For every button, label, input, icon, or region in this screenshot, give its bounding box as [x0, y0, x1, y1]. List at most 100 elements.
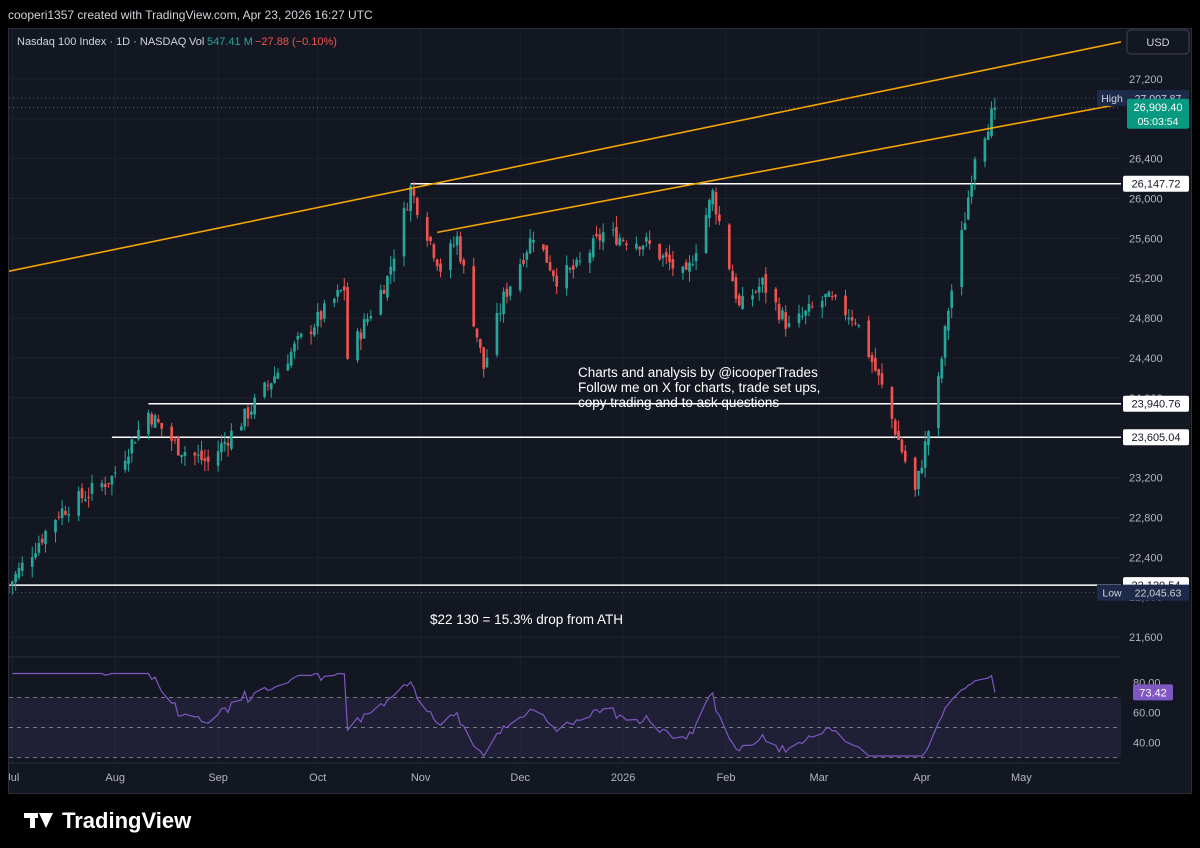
candle[interactable]	[734, 273, 738, 304]
candle[interactable]	[339, 289, 343, 293]
candle[interactable]	[176, 435, 180, 457]
candle[interactable]	[591, 234, 595, 261]
candle[interactable]	[874, 347, 877, 373]
candle[interactable]	[777, 297, 781, 324]
candle[interactable]	[137, 420, 140, 441]
candle[interactable]	[621, 237, 625, 243]
candle[interactable]	[432, 242, 436, 262]
candle[interactable]	[299, 332, 303, 340]
candle[interactable]	[857, 324, 861, 329]
candle[interactable]	[718, 206, 721, 226]
candle[interactable]	[615, 216, 618, 246]
candle[interactable]	[90, 474, 94, 501]
candle[interactable]	[67, 506, 71, 523]
candle[interactable]	[123, 450, 127, 473]
candle[interactable]	[966, 190, 970, 221]
candle[interactable]	[774, 286, 778, 311]
candle[interactable]	[528, 228, 532, 255]
candle[interactable]	[575, 257, 578, 269]
candle[interactable]	[688, 255, 691, 282]
candle[interactable]	[754, 289, 758, 294]
candle[interactable]	[807, 295, 811, 317]
candle[interactable]	[253, 393, 256, 420]
candle[interactable]	[84, 491, 87, 503]
candle[interactable]	[356, 328, 359, 363]
candle[interactable]	[429, 235, 432, 246]
candle[interactable]	[638, 245, 642, 256]
candle[interactable]	[246, 404, 250, 427]
candle[interactable]	[751, 288, 754, 307]
candle[interactable]	[960, 221, 963, 296]
note-line-3[interactable]: copy trading and to ask questions	[578, 395, 779, 410]
candle[interactable]	[797, 304, 801, 328]
candle[interactable]	[870, 352, 874, 373]
candle[interactable]	[641, 244, 645, 257]
horizontal-levels[interactable]	[9, 182, 1121, 586]
candle[interactable]	[37, 535, 41, 556]
candle[interactable]	[336, 284, 339, 303]
candle[interactable]	[635, 236, 638, 251]
candle[interactable]	[588, 249, 592, 274]
candle[interactable]	[293, 340, 296, 359]
candle[interactable]	[10, 580, 14, 595]
candle[interactable]	[820, 295, 824, 318]
candle[interactable]	[313, 323, 316, 337]
candle[interactable]	[412, 181, 416, 204]
candle[interactable]	[893, 418, 897, 439]
candle[interactable]	[439, 258, 442, 278]
candle[interactable]	[867, 315, 871, 359]
note-line-1[interactable]: Charts and analysis by @icooperTrades	[578, 365, 818, 380]
candle[interactable]	[950, 284, 954, 319]
candle[interactable]	[103, 476, 107, 496]
candle[interactable]	[170, 422, 173, 451]
candle[interactable]	[986, 124, 990, 141]
candle[interactable]	[601, 223, 605, 251]
candle[interactable]	[402, 201, 406, 267]
candle[interactable]	[963, 212, 967, 231]
candle[interactable]	[920, 460, 924, 475]
candle[interactable]	[266, 380, 270, 391]
candle[interactable]	[854, 318, 857, 326]
candle[interactable]	[644, 232, 648, 248]
candle[interactable]	[502, 287, 505, 323]
candle[interactable]	[993, 97, 997, 120]
candle[interactable]	[890, 386, 894, 429]
symbol-label[interactable]: Nasdaq 100 Index · 1D · NASDAQ	[17, 36, 187, 48]
candle[interactable]	[983, 136, 987, 168]
candle[interactable]	[518, 258, 522, 293]
candle[interactable]	[273, 366, 276, 384]
candle[interactable]	[525, 249, 529, 268]
candle[interactable]	[150, 411, 154, 428]
candle[interactable]	[508, 285, 512, 301]
candle[interactable]	[661, 253, 665, 267]
candle[interactable]	[9, 583, 11, 593]
candle[interactable]	[830, 290, 834, 301]
drop-annotation[interactable]: $22 130 = 15.3% drop from ATH	[430, 612, 623, 627]
note-line-2[interactable]: Follow me on X for charts, trade set ups…	[578, 380, 820, 395]
candle[interactable]	[196, 444, 200, 463]
candle[interactable]	[14, 570, 17, 591]
candle[interactable]	[801, 306, 804, 320]
candle[interactable]	[595, 225, 598, 239]
candle[interactable]	[54, 519, 57, 543]
candle[interactable]	[130, 436, 134, 463]
candle[interactable]	[425, 211, 429, 247]
candle[interactable]	[100, 479, 104, 492]
candle[interactable]	[704, 207, 708, 254]
candle[interactable]	[455, 231, 459, 256]
candle[interactable]	[970, 175, 973, 204]
candle[interactable]	[903, 445, 907, 464]
candle[interactable]	[392, 249, 396, 282]
candle[interactable]	[671, 251, 675, 277]
candle[interactable]	[389, 256, 393, 285]
candle[interactable]	[369, 309, 373, 321]
candle[interactable]	[548, 255, 552, 272]
candle[interactable]	[452, 236, 456, 249]
time-axis[interactable]: Jul Aug Sep Oct Nov Dec 2026 Feb Mar Apr May	[5, 772, 1032, 784]
candle[interactable]	[230, 423, 233, 451]
candle[interactable]	[927, 430, 930, 456]
candle[interactable]	[757, 277, 761, 301]
candle[interactable]	[485, 349, 489, 369]
candle[interactable]	[332, 297, 336, 308]
candle[interactable]	[147, 409, 150, 440]
